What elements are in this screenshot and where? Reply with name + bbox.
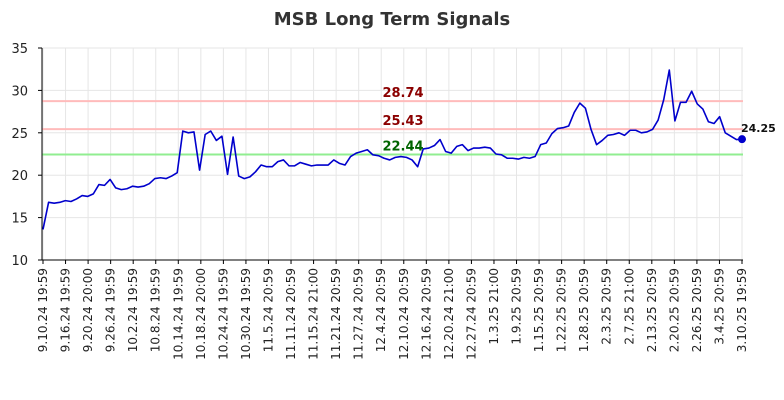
x-tick-label: 1.15.25 20:59 [532, 268, 546, 352]
x-tick-label: 11.5.24 20:59 [261, 268, 275, 352]
last-point-group: 24.25 [738, 122, 776, 144]
x-tick-label: 10.30.24 19:59 [239, 268, 253, 360]
y-tick-label: 35 [11, 42, 28, 57]
x-tick-label: 1.3.25 21:00 [487, 268, 501, 345]
x-tick-label: 10.8.24 19:59 [149, 268, 163, 352]
series-layer [42, 69, 743, 230]
x-tick-label: 3.10.25 19:59 [735, 268, 749, 352]
signal-lines [42, 100, 743, 156]
y-tick-label: 25 [11, 127, 28, 142]
x-tick-label: 12.16.24 20:59 [419, 268, 433, 360]
x-tick-label: 10.2.24 19:59 [126, 268, 140, 352]
x-tick-label: 1.22.25 20:59 [555, 268, 569, 352]
x-tick-label: 9.10.24 19:59 [36, 268, 50, 352]
x-tick-label: 12.20.24 21:00 [442, 268, 456, 360]
x-tick-label: 12.10.24 20:59 [397, 268, 411, 360]
x-tick-label: 10.18.24 20:00 [194, 268, 208, 360]
signal-label: 28.74 [382, 86, 423, 101]
x-tick-label: 10.24.24 19:59 [216, 268, 230, 360]
y-tick-label: 20 [11, 169, 28, 184]
x-tick-label: 2.3.25 20:59 [600, 268, 614, 345]
x-tick-label: 2.7.25 21:00 [622, 268, 636, 345]
x-tick-label: 12.4.24 20:59 [374, 268, 388, 352]
x-tick-label: 11.21.24 20:59 [329, 268, 343, 360]
x-ticks: 9.10.24 19:59 9.16.24 19:59 9.20.24 20:00 9… [36, 260, 749, 360]
x-tick-label: 1.28.25 20:59 [577, 268, 591, 352]
x-tick-label: 1.9.25 20:59 [510, 268, 524, 345]
axes [41, 48, 743, 261]
signal-labels: 28.74 25.43 22.44 [382, 86, 423, 154]
x-tick-label: 12.27.24 20:59 [464, 268, 478, 360]
last-point-label: 24.25 [741, 122, 776, 135]
signal-label: 25.43 [382, 114, 423, 129]
signal-label: 22.44 [382, 140, 423, 155]
y-tick-label: 10 [11, 254, 28, 269]
x-tick-label: 3.4.25 20:59 [712, 268, 726, 345]
last-point-marker [738, 135, 746, 144]
x-tick-label: 9.20.24 20:00 [81, 268, 95, 352]
y-ticks: 10 15 20 25 30 35 [11, 42, 42, 269]
x-tick-label: 2.13.25 20:59 [645, 268, 659, 352]
x-tick-label: 10.14.24 19:59 [171, 268, 185, 360]
x-tick-label: 9.26.24 19:59 [104, 268, 118, 352]
x-tick-label: 9.16.24 19:59 [59, 268, 73, 352]
x-tick-label: 11.15.24 21:00 [307, 268, 321, 360]
series-line [42, 69, 743, 230]
chart-title: MSB Long Term Signals [274, 9, 511, 30]
x-tick-label: 11.11.24 20:59 [284, 268, 298, 360]
y-tick-label: 30 [11, 84, 28, 99]
y-tick-label: 15 [11, 212, 28, 227]
x-tick-label: 11.27.24 20:59 [352, 268, 366, 360]
x-tick-label: 2.26.25 20:59 [690, 268, 704, 352]
x-tick-label: 2.20.25 20:59 [667, 268, 681, 352]
